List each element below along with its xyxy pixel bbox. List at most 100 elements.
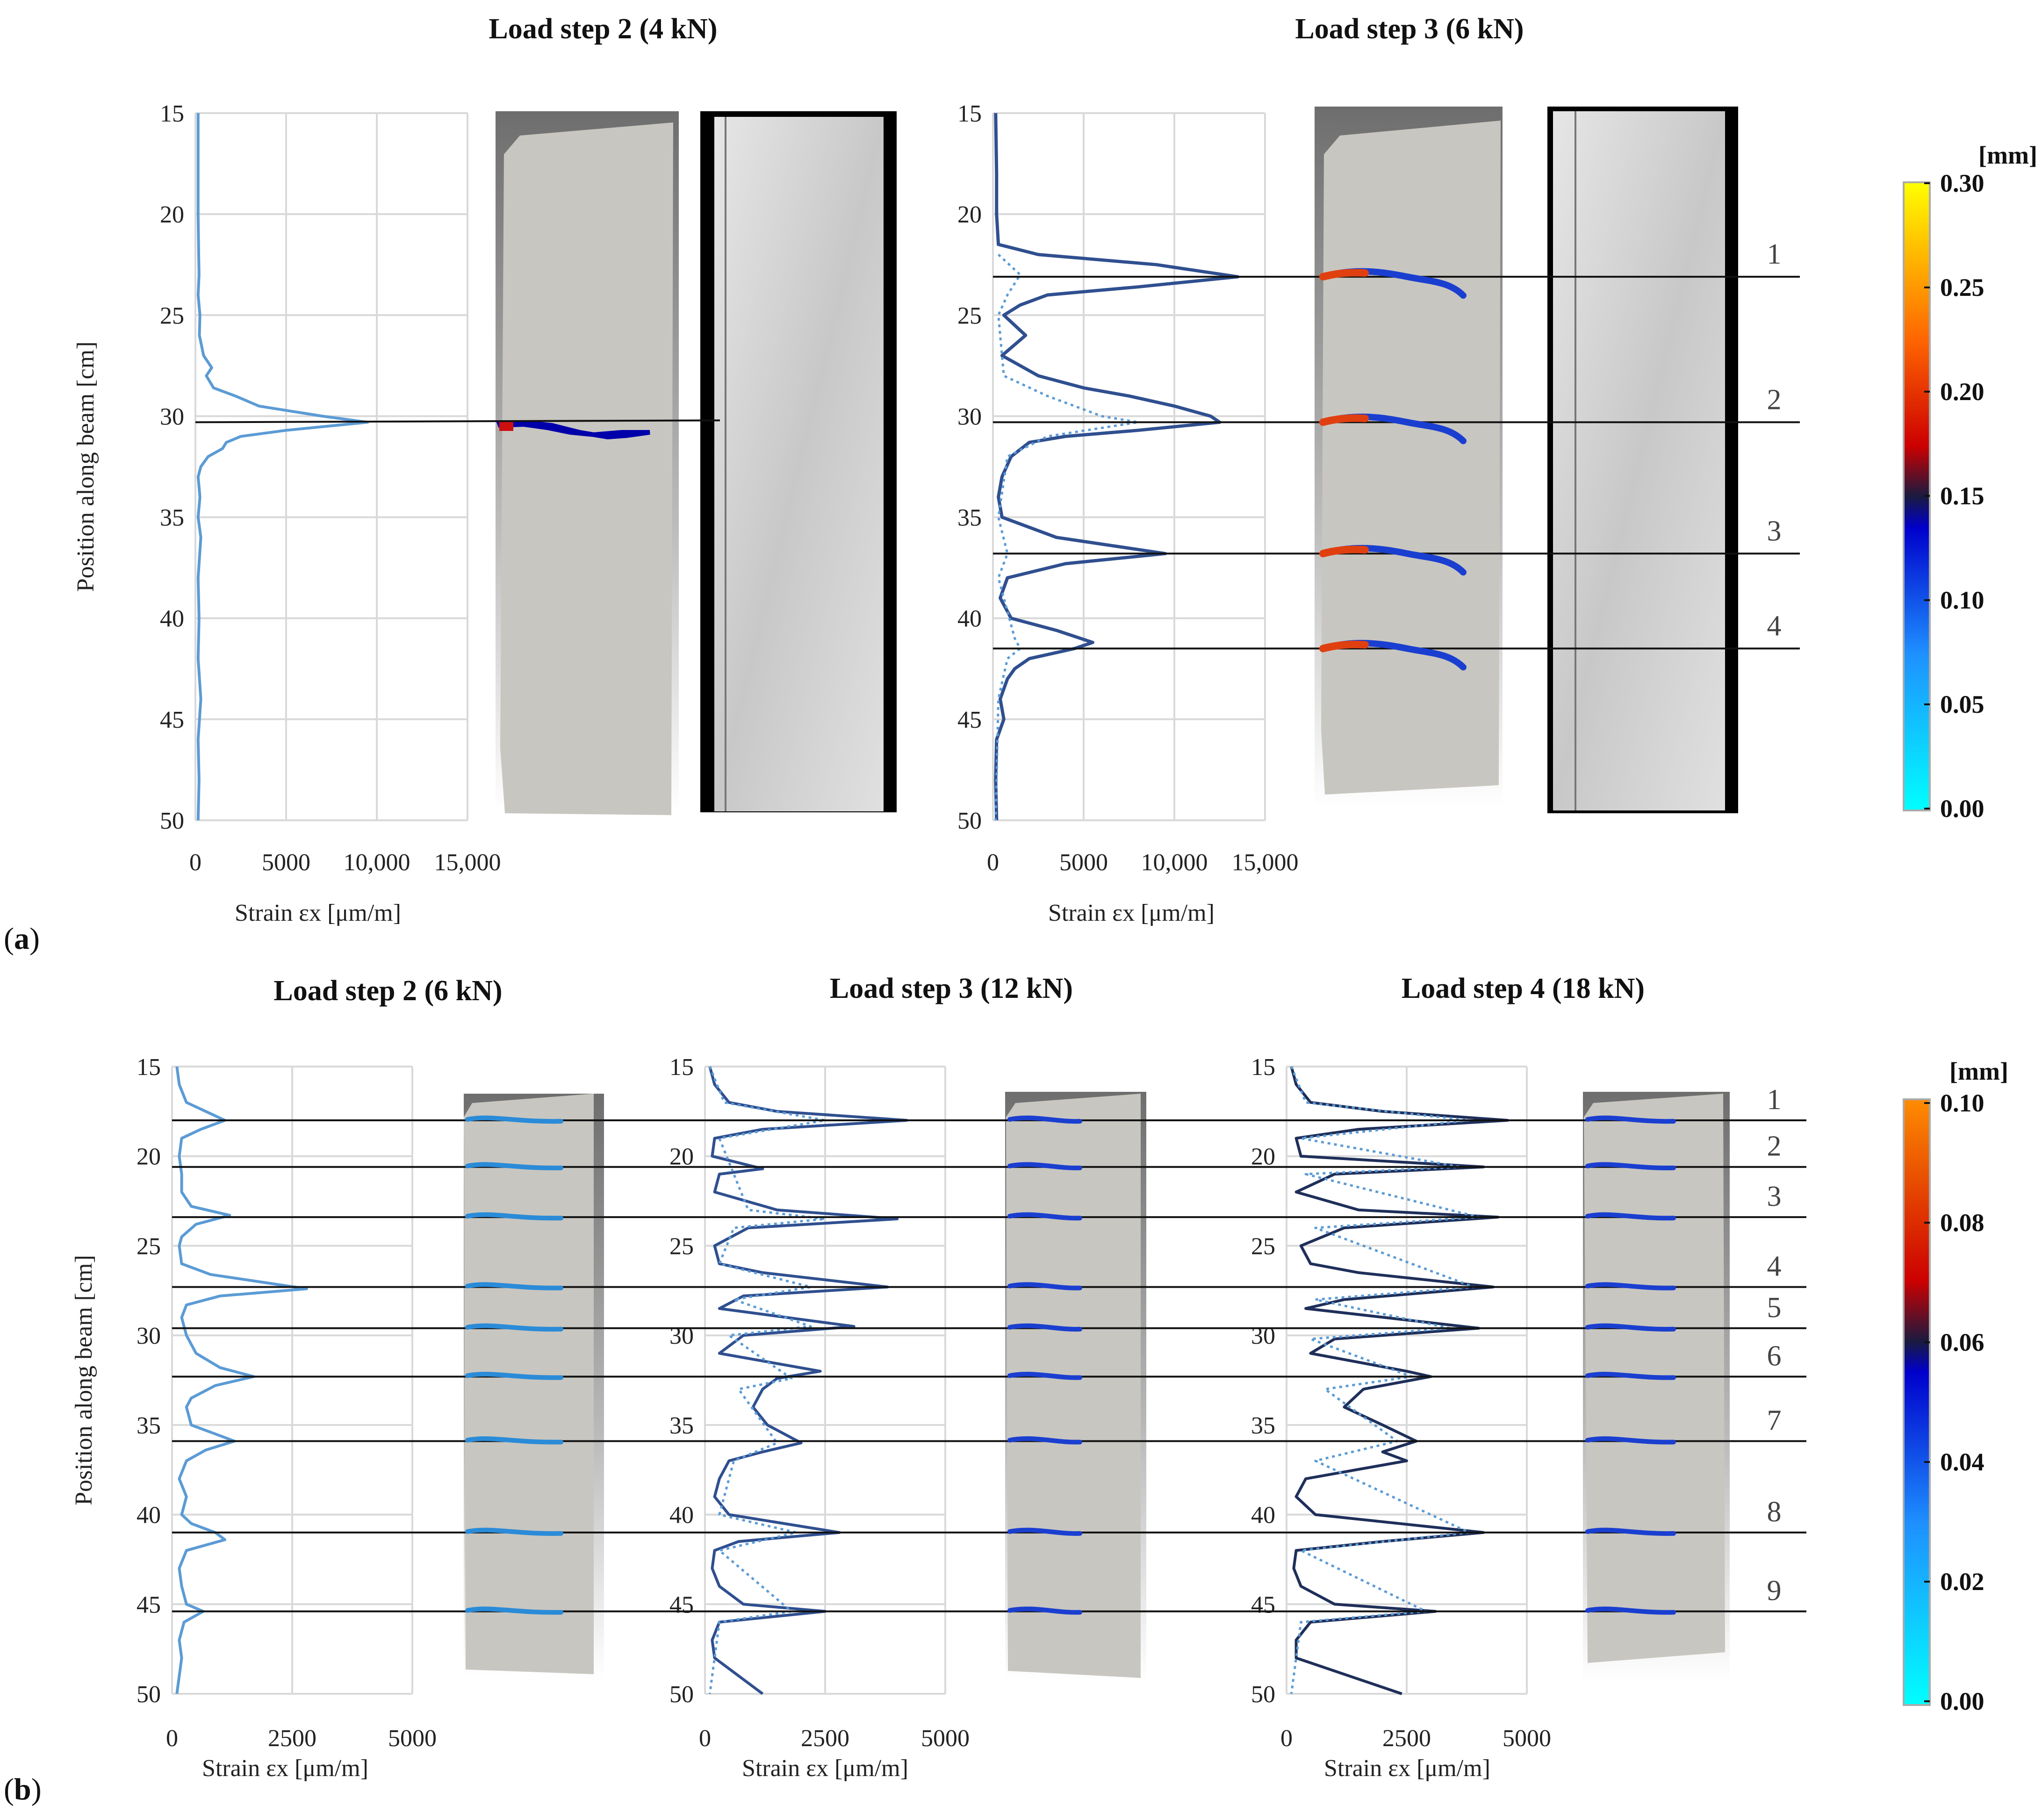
y-tick-label: 30 [957,403,982,430]
crack-number-label: 8 [1767,1496,1782,1528]
specimen-dic-b-step2 [464,1094,604,1678]
y-tick-label: 30 [160,403,184,430]
y-tick-label: 45 [957,707,982,733]
chart-title: Load step 4 (18 kN) [1402,973,1645,1004]
series-line-solid [1290,1066,1509,1695]
crack-trace [1007,1212,1082,1221]
crack-trace [1585,1527,1676,1536]
y-tick-label: 15 [957,100,982,127]
crack-trace [496,421,650,440]
y-tick-label: 50 [160,808,184,834]
colorbar-a-ticks: 0.00 0.05 0.10 0.15 0.20 0.25 0.30 [1924,169,1984,823]
chart-title: Load step 3 (12 kN) [830,973,1073,1004]
y-tick-label: 25 [1251,1233,1275,1260]
crack-trace [1007,1115,1082,1124]
y-tick-label: 45 [669,1591,694,1618]
x-axis-label: Strain εx [μm/m] [1048,900,1215,926]
crack-number-label: 9 [1767,1575,1782,1607]
crack-trace [1585,1162,1676,1170]
y-tick-label: 40 [1251,1502,1275,1529]
crack-trace-hot [1319,269,1369,281]
crack-trace-hot [1319,414,1369,426]
y-tick-label: 30 [669,1323,694,1349]
y-tick-label: 50 [1251,1681,1275,1708]
x-tick-label: 2500 [1382,1725,1431,1752]
crack-trace [1585,1606,1676,1615]
chart-b-load-step-2: Load step 2 (6 kN) 0 2500 5000 15 20 25 30 35 40 4… [71,975,503,1782]
y-tick-label: 15 [1251,1054,1275,1081]
specimen-dic-b-step4 [1583,1092,1730,1683]
y-tick-label: 35 [1251,1412,1275,1439]
specimen-dic-a-step2 [496,111,679,815]
y-tick-label: 35 [137,1412,161,1439]
crack-trace [465,1212,563,1221]
x-tick-label: 5000 [1059,849,1108,876]
y-tick-label: 30 [137,1323,161,1349]
y-tick-label: 20 [669,1144,694,1170]
y-tick-label: 40 [957,606,982,632]
colorbar-tick-label: 0.10 [1940,1089,1984,1117]
panel-label-b: (b) [4,1772,42,1806]
series-line-solid [196,113,369,821]
crack-number-label: 4 [1767,610,1782,642]
colorbar-tick-label: 0.25 [1940,273,1984,301]
colorbar-tick-label: 0.05 [1940,690,1984,718]
y-tick-label: 45 [160,707,184,733]
chart-title: Load step 3 (6 kN) [1295,13,1524,45]
crack-trace [1007,1323,1082,1332]
crack-trace [465,1282,563,1290]
x-tick-label: 15,000 [1232,849,1299,876]
crack-number-label: 7 [1767,1404,1782,1436]
photo-surface [714,117,884,811]
y-tick-label: 25 [957,302,982,329]
colorbar-a: [mm] 0.00 0.05 0.10 0.15 0.20 0.25 0.30 [1903,141,2037,823]
crack-traces [465,268,1676,1615]
y-tick-label: 30 [1251,1323,1275,1349]
series-line-solid [994,113,1240,821]
crack-trace [465,1115,563,1124]
y-tick-label: 25 [669,1233,694,1260]
chart-b-load-step-3: Load step 3 (12 kN) 0 2500 5000 15 20 25 30 35 40… [669,973,1073,1782]
specimen-shape [464,1094,594,1674]
x-tick-label: 5000 [1503,1725,1551,1752]
crack-number-label: 2 [1767,384,1782,416]
specimen-dic-a-step3 [1315,107,1503,808]
photo-surface [1553,111,1725,810]
chart-b-load-step-4: Load step 4 (18 kN) 0 2500 5000 15 20 25 30 35 40… [1251,973,1645,1782]
colorbar-tick-label: 0.02 [1940,1568,1984,1596]
series-line-dotted [994,253,1139,821]
y-tick-label: 50 [137,1681,161,1708]
crack-trace [465,1436,563,1445]
colorbar-tick-label: 0.00 [1940,1687,1984,1715]
colorbar-tick-label: 0.20 [1940,378,1984,406]
y-tick-label: 35 [957,505,982,531]
crack-trace [1585,1372,1676,1380]
crack-trace [465,1527,563,1536]
crack-trace [1007,1436,1082,1445]
x-tick-label: 5000 [921,1725,970,1752]
series-line-solid [708,1066,908,1695]
x-axis-label: Strain εx [μm/m] [742,1755,908,1782]
x-axis-label: Strain εx [μm/m] [1324,1755,1490,1782]
crack-number-label: 3 [1767,1181,1782,1212]
crack-trace [465,1323,563,1332]
crack-hot-spot [499,421,513,431]
crack-trace [1585,1282,1676,1290]
colorbar-tick-label: 0.04 [1940,1448,1984,1476]
x-tick-label: 0 [166,1725,178,1752]
x-tick-label: 0 [987,849,999,876]
y-tick-label: 20 [1251,1144,1275,1170]
crack-number-label: 3 [1767,515,1782,547]
crack-trace [1585,1436,1676,1445]
x-tick-label: 0 [699,1725,711,1752]
x-tick-label: 0 [189,849,201,876]
y-tick-label: 50 [669,1681,694,1708]
colorbar-tick-label: 0.06 [1940,1328,1984,1356]
colorbar-b-gradient [1903,1098,1931,1706]
crack-trace [1585,1212,1676,1221]
y-tick-label: 20 [160,201,184,228]
specimen-photo-a-step3 [1547,107,1738,813]
y-tick-label: 35 [669,1412,694,1439]
chart-a-load-step-2: Load step 2 (4 kN) 0 5000 10,000 15,000 15 20 2… [72,13,718,926]
